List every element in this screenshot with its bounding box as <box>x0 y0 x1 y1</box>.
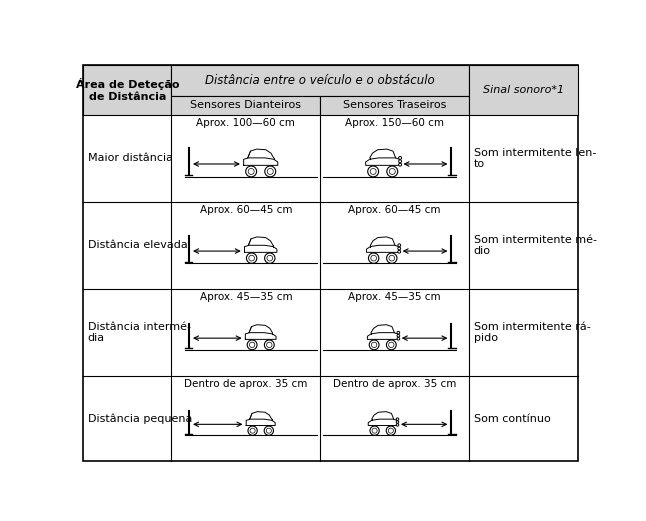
Text: Som intermitente rá-
pido: Som intermitente rá- pido <box>474 321 590 343</box>
Polygon shape <box>371 325 395 334</box>
Circle shape <box>370 168 376 175</box>
Polygon shape <box>245 332 276 339</box>
Circle shape <box>247 340 257 350</box>
Text: Dentro de aprox. 35 cm: Dentro de aprox. 35 cm <box>333 379 456 389</box>
Circle shape <box>386 426 395 435</box>
Text: Maior distância: Maior distância <box>88 153 172 164</box>
Circle shape <box>248 426 257 435</box>
Circle shape <box>399 156 402 159</box>
Polygon shape <box>249 237 273 245</box>
Polygon shape <box>370 149 396 159</box>
Circle shape <box>267 255 273 261</box>
Text: Aprox. 150—60 cm: Aprox. 150—60 cm <box>345 118 444 128</box>
Circle shape <box>249 342 255 348</box>
Circle shape <box>266 428 271 433</box>
Circle shape <box>397 334 400 337</box>
Text: Sensores Traseiros: Sensores Traseiros <box>343 100 446 110</box>
Text: Aprox. 100—60 cm: Aprox. 100—60 cm <box>196 118 295 128</box>
Circle shape <box>398 244 401 246</box>
Text: Sensores Dianteiros: Sensores Dianteiros <box>191 100 301 110</box>
Polygon shape <box>244 245 277 252</box>
Circle shape <box>370 340 379 350</box>
Text: Aprox. 60—45 cm: Aprox. 60—45 cm <box>348 205 441 215</box>
Circle shape <box>399 160 402 163</box>
Circle shape <box>264 426 273 435</box>
Text: Distância entre o veículo e o obstáculo: Distância entre o veículo e o obstáculo <box>205 74 435 86</box>
Circle shape <box>397 338 400 340</box>
Polygon shape <box>244 158 278 165</box>
Circle shape <box>267 342 272 348</box>
Circle shape <box>368 166 379 177</box>
Polygon shape <box>370 237 395 246</box>
Bar <box>320 96 469 115</box>
Text: Aprox. 45—35 cm: Aprox. 45—35 cm <box>200 292 292 302</box>
Bar <box>171 96 320 115</box>
Text: Aprox. 60—45 cm: Aprox. 60—45 cm <box>200 205 292 215</box>
Text: Distância intermé-
dia: Distância intermé- dia <box>88 321 191 343</box>
Circle shape <box>368 253 379 263</box>
Circle shape <box>386 253 397 263</box>
Bar <box>83 65 171 115</box>
Circle shape <box>245 166 256 177</box>
Circle shape <box>372 428 377 433</box>
Polygon shape <box>366 158 400 165</box>
Text: Som intermitente len-
to: Som intermitente len- to <box>474 147 596 169</box>
Circle shape <box>250 428 255 433</box>
Polygon shape <box>248 149 274 158</box>
Circle shape <box>370 426 379 435</box>
Circle shape <box>388 428 393 433</box>
Circle shape <box>389 342 394 348</box>
Polygon shape <box>249 325 273 332</box>
Circle shape <box>265 166 276 177</box>
Bar <box>171 65 469 96</box>
Text: Som intermitente mé-
dio: Som intermitente mé- dio <box>474 234 597 256</box>
Text: Som contínuo: Som contínuo <box>474 414 550 424</box>
Circle shape <box>398 247 401 250</box>
Circle shape <box>390 168 395 175</box>
Text: Área de Deteção
de Distância: Área de Deteção de Distância <box>76 78 179 102</box>
Circle shape <box>371 342 377 348</box>
Circle shape <box>389 255 395 261</box>
Bar <box>469 65 578 115</box>
Text: Distância pequena: Distância pequena <box>88 413 192 424</box>
Circle shape <box>399 163 402 166</box>
Circle shape <box>371 255 377 261</box>
Circle shape <box>396 418 399 420</box>
Polygon shape <box>250 412 272 419</box>
Polygon shape <box>368 419 397 426</box>
Circle shape <box>398 250 401 253</box>
Polygon shape <box>246 419 275 426</box>
Circle shape <box>249 255 255 261</box>
Circle shape <box>387 166 398 177</box>
Polygon shape <box>371 412 393 420</box>
Circle shape <box>248 168 254 175</box>
Circle shape <box>396 421 399 423</box>
Polygon shape <box>366 245 399 252</box>
Circle shape <box>264 340 274 350</box>
Circle shape <box>267 168 273 175</box>
Circle shape <box>396 424 399 426</box>
Circle shape <box>386 340 396 350</box>
Circle shape <box>265 253 275 263</box>
Text: Distância elevada: Distância elevada <box>88 240 187 251</box>
Text: Aprox. 45—35 cm: Aprox. 45—35 cm <box>348 292 441 302</box>
Text: Sinal sonoro*1: Sinal sonoro*1 <box>483 85 564 95</box>
Circle shape <box>247 253 257 263</box>
Circle shape <box>397 331 400 334</box>
Polygon shape <box>368 332 398 339</box>
Text: Dentro de aprox. 35 cm: Dentro de aprox. 35 cm <box>184 379 307 389</box>
